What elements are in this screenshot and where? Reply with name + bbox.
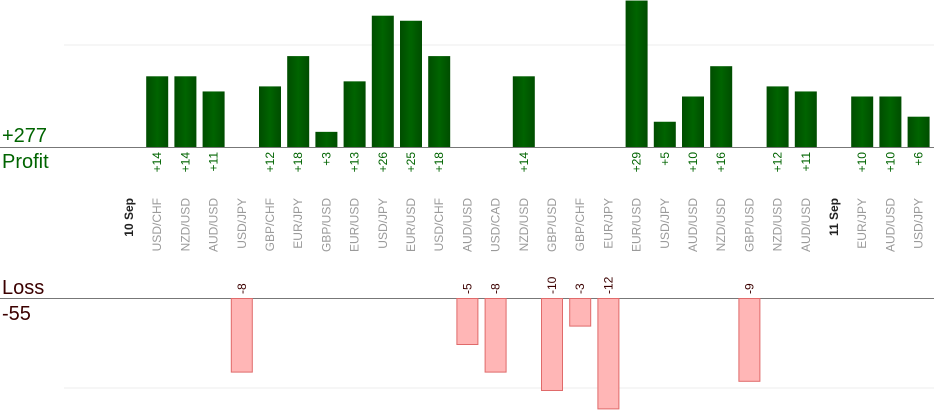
pair-label: USD/JPY xyxy=(376,198,390,249)
pair-label: AUD/USD xyxy=(799,198,813,252)
profit-value-label: +12 xyxy=(771,152,785,173)
profit-bar xyxy=(682,96,704,147)
pair-label: USD/CHF xyxy=(150,198,164,251)
profit-bar xyxy=(794,91,817,147)
date-label: 11 Sep xyxy=(827,198,841,236)
profit-value-label: +5 xyxy=(658,152,672,166)
pair-label: EUR/JPY xyxy=(601,198,615,249)
pair-label: USD/CHF xyxy=(432,198,446,251)
profit-bar xyxy=(907,116,930,147)
pair-label: EUR/USD xyxy=(630,198,644,252)
loss-bar xyxy=(597,298,620,410)
profit-value-label: +25 xyxy=(404,152,418,173)
profit-bar xyxy=(202,91,225,147)
pair-label: NZD/USD xyxy=(517,198,531,252)
loss-value-label: -8 xyxy=(489,283,503,294)
profit-value-label: +11 xyxy=(799,152,813,172)
pair-label: GBP/USD xyxy=(319,198,333,252)
profit-value-label: +13 xyxy=(348,152,362,173)
pair-label: USD/CAD xyxy=(489,198,503,252)
loss-total: -55 xyxy=(2,303,31,325)
loss-bar xyxy=(569,298,592,327)
profit-value-label: +10 xyxy=(883,152,897,173)
pair-label: GBP/USD xyxy=(742,198,756,252)
loss-bar xyxy=(456,298,479,345)
loss-value-label: -10 xyxy=(545,276,559,294)
loss-bar xyxy=(541,298,563,391)
pair-label: AUD/USD xyxy=(207,198,221,252)
profit-bar xyxy=(710,66,733,147)
profit-bar xyxy=(512,76,535,147)
loss-value-label: -3 xyxy=(573,283,587,294)
profit-value-label: +14 xyxy=(178,152,192,173)
pair-label: EUR/USD xyxy=(404,198,418,252)
pair-label: EUR/JPY xyxy=(291,198,305,249)
profit-bar xyxy=(343,81,366,147)
pair-label: AUD/USD xyxy=(460,198,474,252)
loss-value-label: -9 xyxy=(742,283,756,294)
profit-bar xyxy=(766,86,789,147)
pair-label: GBP/CHF xyxy=(573,198,587,251)
pair-label: AUD/USD xyxy=(883,198,897,252)
loss-value-label: -8 xyxy=(235,283,249,294)
pair-label: NZD/USD xyxy=(178,198,192,252)
loss-bar xyxy=(738,298,761,382)
date-label: 10 Sep xyxy=(122,198,136,237)
pair-label: USD/JPY xyxy=(658,198,672,249)
profit-bar xyxy=(146,76,169,147)
profit-value-label: +10 xyxy=(855,152,869,173)
pair-label: GBP/USD xyxy=(545,198,559,252)
profit-bar xyxy=(400,20,422,147)
profit-value-label: +29 xyxy=(630,152,644,173)
loss-bar xyxy=(484,298,507,373)
profit-bar xyxy=(174,76,197,147)
pair-label: EUR/JPY xyxy=(855,198,869,249)
profit-value-label: +18 xyxy=(432,152,446,173)
profit-value-label: +10 xyxy=(686,152,700,173)
profit-value-label: +26 xyxy=(376,152,390,173)
pair-label: EUR/USD xyxy=(348,198,362,252)
profit-bar xyxy=(287,56,310,147)
profit-value-label: +3 xyxy=(319,152,333,166)
profit-bar xyxy=(371,15,394,148)
profit-bar xyxy=(851,96,874,147)
loss-value-label: -5 xyxy=(460,283,474,294)
loss-value-label: -12 xyxy=(601,276,615,294)
profit-value-label: +6 xyxy=(912,152,926,166)
pair-label: NZD/USD xyxy=(771,198,785,252)
profit-bar xyxy=(259,86,281,147)
profit-value-label: +12 xyxy=(263,152,277,173)
pair-label: AUD/USD xyxy=(686,198,700,252)
profit-value-label: +11 xyxy=(207,152,221,172)
pair-label: USD/JPY xyxy=(235,198,249,249)
profit-bar xyxy=(315,131,338,147)
pair-label: GBP/CHF xyxy=(263,198,277,251)
profit-bar xyxy=(625,0,648,147)
profit-bar xyxy=(879,96,902,147)
profit-label: Profit xyxy=(2,151,49,173)
profit-bar xyxy=(653,121,676,147)
loss-bar xyxy=(230,298,253,373)
profit-value-label: +14 xyxy=(517,152,531,173)
pair-label: NZD/USD xyxy=(714,198,728,252)
profit-value-label: +16 xyxy=(714,152,728,173)
profit-bar xyxy=(428,56,451,147)
profit-value-label: +18 xyxy=(291,152,305,173)
pair-label: USD/JPY xyxy=(912,198,926,249)
profit-value-label: +14 xyxy=(150,152,164,173)
loss-label: Loss xyxy=(2,277,45,299)
profit-total: +277 xyxy=(2,125,48,147)
